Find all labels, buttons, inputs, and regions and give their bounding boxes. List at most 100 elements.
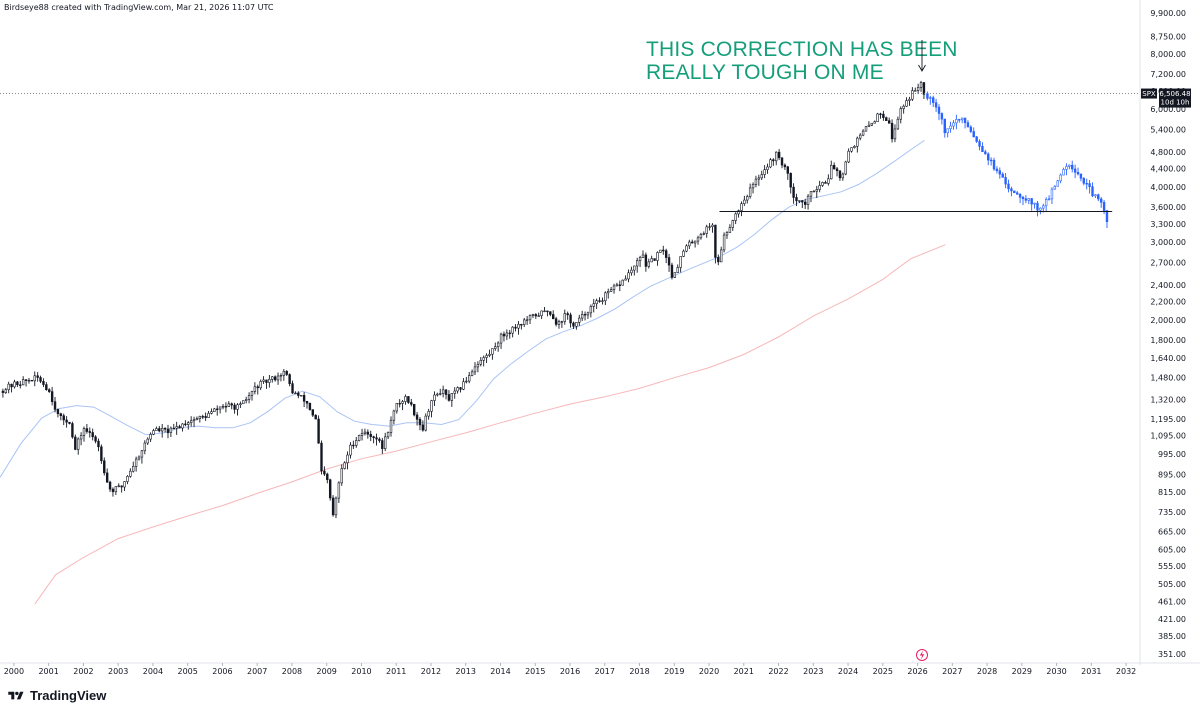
candle xyxy=(566,311,569,320)
lightning-icon[interactable] xyxy=(916,649,928,661)
candle xyxy=(711,223,714,233)
candle xyxy=(479,357,482,367)
candle xyxy=(841,172,845,181)
candle xyxy=(470,369,474,377)
candle xyxy=(824,180,827,184)
candle xyxy=(236,403,239,416)
price-axis-tick: 421.00 xyxy=(1158,615,1186,624)
candle xyxy=(265,379,268,389)
projected-candle xyxy=(929,95,932,105)
price-axis-tick: 2,200.00 xyxy=(1150,298,1186,307)
candle xyxy=(502,331,506,342)
candle xyxy=(404,394,407,405)
candle xyxy=(16,380,19,387)
candle xyxy=(580,310,584,322)
projected-candle xyxy=(984,149,987,155)
price-axis-tick: 4,400.00 xyxy=(1150,165,1186,174)
candle xyxy=(882,110,885,121)
candle xyxy=(149,432,152,442)
candle xyxy=(830,160,833,180)
candle xyxy=(326,472,329,484)
lightning-marker-bolt xyxy=(919,650,925,660)
candle xyxy=(39,375,42,384)
projected-candle xyxy=(1059,173,1062,184)
time-axis-tick: 2021 xyxy=(734,667,754,676)
price-axis-tick: 1,640.00 xyxy=(1150,354,1186,363)
candle xyxy=(818,180,821,193)
candle xyxy=(919,80,923,92)
candle xyxy=(853,145,856,149)
time-axis-tick: 2004 xyxy=(143,667,163,676)
ma-fast-line xyxy=(0,139,925,478)
time-axis-tick: 2008 xyxy=(282,667,302,676)
candle xyxy=(4,387,7,394)
candle xyxy=(798,200,801,204)
candle xyxy=(670,262,674,280)
candle xyxy=(294,391,297,395)
time-axis[interactable]: 2000 2001 2002 2003 2004 2005 2006 2007 2008 2009… xyxy=(0,662,1200,676)
candle xyxy=(876,112,879,123)
projected-candle xyxy=(1088,180,1091,194)
candle xyxy=(184,420,187,427)
candle xyxy=(56,408,60,418)
candle xyxy=(523,317,526,327)
projected-candle xyxy=(1010,186,1013,197)
candle xyxy=(691,239,694,244)
annotation[interactable]: THIS CORRECTION HAS BEEN REALLY TOUGH ON… xyxy=(646,38,958,84)
price-axis-tick: 4,800.00 xyxy=(1150,148,1186,157)
time-axis-tick: 2014 xyxy=(490,667,510,676)
price-tag: SPX 6,506.48 10d 10h xyxy=(1141,88,1191,108)
candle xyxy=(123,481,126,492)
candle xyxy=(569,312,572,328)
candle xyxy=(253,382,257,395)
candle xyxy=(169,426,173,438)
candle xyxy=(13,379,16,389)
candle xyxy=(444,389,448,400)
candle xyxy=(653,258,656,261)
price-axis[interactable]: 9,900.008,750.008,000.007,200.006,600.00… xyxy=(1139,0,1186,665)
candle xyxy=(644,252,648,272)
candle xyxy=(100,444,103,464)
candle xyxy=(609,286,613,292)
candle xyxy=(760,170,763,181)
candle xyxy=(525,315,529,325)
projected-candle xyxy=(932,95,935,108)
candle xyxy=(366,429,370,439)
candle xyxy=(795,193,798,207)
candle xyxy=(418,417,422,431)
tradingview-branding[interactable]: TradingView xyxy=(6,688,106,703)
candle xyxy=(79,432,83,446)
candle xyxy=(662,245,665,255)
candle xyxy=(268,374,271,388)
candle xyxy=(224,402,228,413)
candle xyxy=(82,426,86,442)
candle xyxy=(146,437,149,446)
candle xyxy=(604,291,607,306)
projected-candle xyxy=(1050,187,1054,204)
price-tag-symbol-bg xyxy=(1141,88,1157,99)
projected-candles[interactable] xyxy=(926,91,1109,229)
candle xyxy=(572,321,575,329)
historical-candles[interactable] xyxy=(1,80,926,519)
price-axis-tick: 8,750.00 xyxy=(1150,33,1186,42)
time-axis-tick: 2012 xyxy=(421,667,441,676)
price-axis-tick: 7,200.00 xyxy=(1150,70,1186,79)
candle xyxy=(583,311,587,321)
candle xyxy=(291,380,294,394)
candle xyxy=(491,348,494,360)
candle xyxy=(398,399,401,408)
time-axis-tick: 2013 xyxy=(456,667,476,676)
candle xyxy=(734,212,737,225)
candle xyxy=(485,353,488,364)
projected-candle xyxy=(1085,178,1088,190)
candle xyxy=(163,427,167,433)
candle xyxy=(578,314,581,326)
projected-candle xyxy=(1015,190,1019,195)
candle xyxy=(288,373,291,387)
candle xyxy=(126,475,129,485)
candle xyxy=(476,361,480,373)
projected-candle xyxy=(1056,179,1059,187)
candle xyxy=(155,426,158,431)
candle xyxy=(85,423,89,434)
